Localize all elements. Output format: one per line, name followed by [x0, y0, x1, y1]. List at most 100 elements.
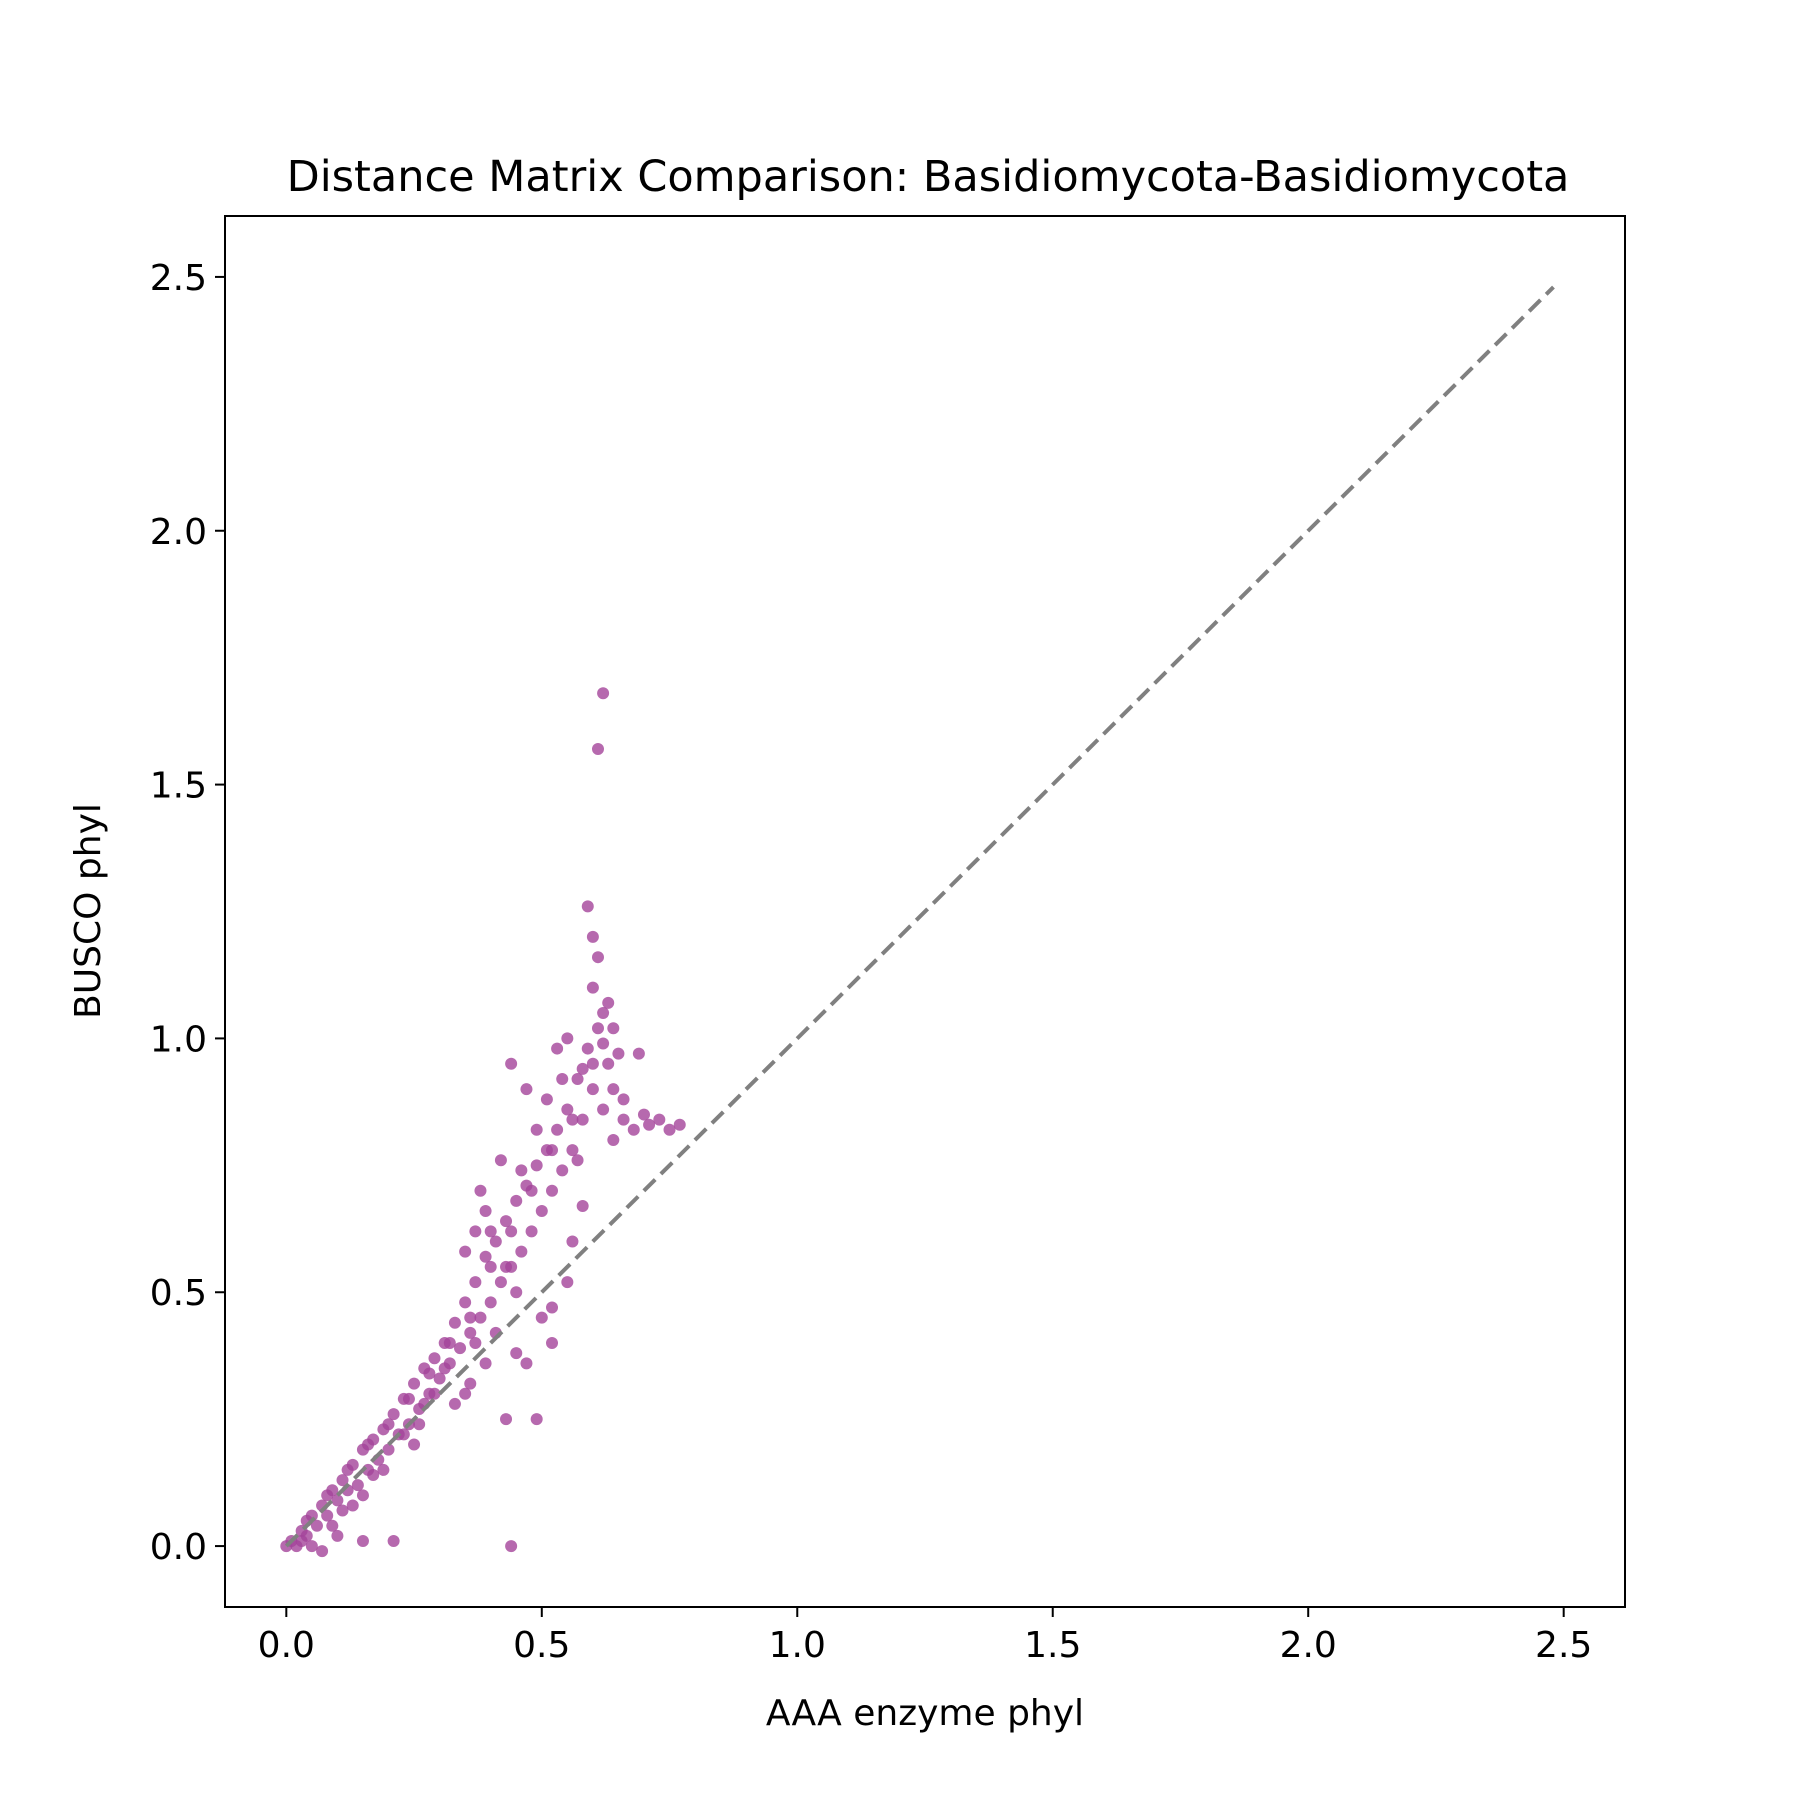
plot-area [280, 285, 1555, 1558]
scatter-point [500, 1413, 513, 1426]
scatter-point [586, 1083, 599, 1096]
scatter-point [556, 1164, 569, 1177]
scatter-point [443, 1337, 456, 1350]
scatter-point [515, 1164, 528, 1177]
scatter-point [586, 1057, 599, 1070]
scatter-point [408, 1377, 421, 1390]
scatter-point [469, 1276, 482, 1289]
scatter-point [505, 1057, 518, 1070]
scatter-point [494, 1154, 507, 1167]
scatter-point [382, 1418, 395, 1431]
scatter-point [382, 1443, 395, 1456]
scatter-point [530, 1413, 543, 1426]
scatter-point [551, 1042, 564, 1055]
scatter-point [591, 951, 604, 964]
y-axis-label: BUSCO phyl [68, 803, 109, 1019]
scatter-point [367, 1469, 380, 1482]
scatter-point [500, 1215, 513, 1228]
scatter-point [571, 1073, 584, 1086]
x-tick-label: 2.5 [1535, 1625, 1592, 1666]
scatter-point [510, 1347, 523, 1360]
scatter-point [597, 1007, 610, 1020]
scatter-point [561, 1032, 574, 1045]
scatter-point [331, 1494, 344, 1507]
scatter-point [484, 1260, 497, 1273]
scatter-point [627, 1123, 640, 1136]
scatter-point [402, 1392, 415, 1405]
scatter-point [428, 1387, 441, 1400]
y-tick-label: 0.0 [150, 1527, 207, 1568]
x-tick-label: 0.5 [513, 1625, 570, 1666]
scatter-point [602, 996, 615, 1009]
scatter-point [464, 1311, 477, 1324]
scatter-point [566, 1235, 579, 1248]
y-tick-label: 1.5 [150, 766, 207, 807]
scatter-point [408, 1438, 421, 1451]
y-tick-label: 2.0 [150, 512, 207, 553]
x-axis-label: AAA enzyme phyl [766, 1693, 1084, 1734]
chart-title: Distance Matrix Comparison: Basidiomycot… [287, 152, 1570, 202]
scatter-point [464, 1377, 477, 1390]
reference-diagonal-line [284, 285, 1555, 1548]
axes-frame [224, 215, 1626, 1608]
scatter-point [433, 1372, 446, 1385]
scatter-point [530, 1159, 543, 1172]
scatter-point [494, 1276, 507, 1289]
y-tick-label: 1.0 [150, 1019, 207, 1060]
scatter-point [448, 1397, 461, 1410]
scatter-point [673, 1118, 686, 1131]
scatter-point [356, 1535, 369, 1548]
scatter-point [586, 930, 599, 943]
scatter-point [351, 1479, 364, 1492]
y-tick-label: 0.5 [150, 1273, 207, 1314]
scatter-point [637, 1108, 650, 1121]
scatter-point [413, 1418, 426, 1431]
scatter-point [561, 1103, 574, 1116]
scatter-point [576, 1113, 589, 1126]
scatter-point [546, 1301, 559, 1314]
scatter-point [459, 1245, 472, 1258]
scatter-point [576, 1062, 589, 1075]
scatter-point [571, 1154, 584, 1167]
scatter-point [520, 1357, 533, 1370]
scatter-point [326, 1519, 339, 1532]
scatter-point [586, 981, 599, 994]
scatter-point [515, 1245, 528, 1258]
scatter-point [535, 1205, 548, 1218]
x-tick-label: 1.5 [1024, 1625, 1081, 1666]
scatter-point [474, 1184, 487, 1197]
scatter-point [459, 1296, 472, 1309]
y-axis-ticks: 0.0 0.5 1.0 1.5 2.0 2.5 [150, 258, 225, 1568]
scatter-point [387, 1408, 400, 1421]
scatter-point [581, 1042, 594, 1055]
scatter-point [576, 1199, 589, 1212]
scatter-point [510, 1194, 523, 1207]
scatter-point [535, 1311, 548, 1324]
scatter-point [551, 1123, 564, 1136]
scatter-point [362, 1438, 375, 1451]
scatter-point [653, 1113, 666, 1126]
scatter-point [525, 1225, 538, 1238]
scatter-point [597, 687, 610, 700]
scatter-point [474, 1311, 487, 1324]
scatter-point [387, 1535, 400, 1548]
x-tick-label: 1.0 [769, 1625, 826, 1666]
scatter-point [346, 1499, 359, 1512]
scatter-point [643, 1118, 656, 1131]
scatter-point [597, 1103, 610, 1116]
scatter-point [663, 1123, 676, 1136]
scatter-point [295, 1535, 308, 1548]
scatter-point [469, 1337, 482, 1350]
scatter-point [448, 1316, 461, 1329]
scatter-series [280, 687, 686, 1558]
scatter-point [464, 1326, 477, 1339]
x-tick-label: 2.0 [1280, 1625, 1337, 1666]
scatter-point [316, 1545, 329, 1558]
scatter-point [597, 1037, 610, 1050]
scatter-point [602, 1057, 615, 1070]
scatter-point [520, 1083, 533, 1096]
scatter-point [459, 1387, 472, 1400]
scatter-point [530, 1123, 543, 1136]
